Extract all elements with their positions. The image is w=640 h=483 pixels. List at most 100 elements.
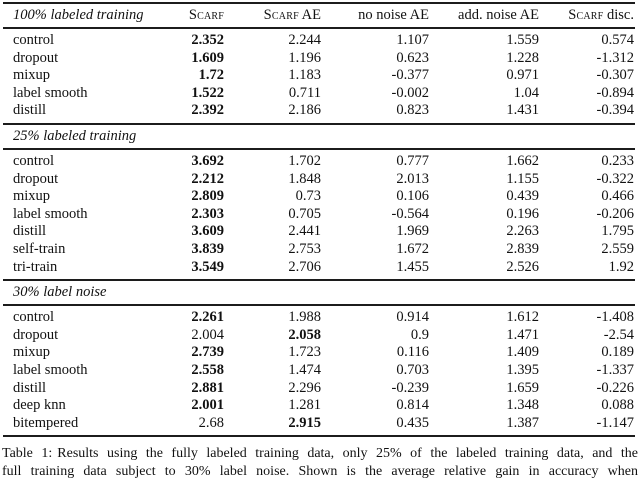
row-label: mixup: [13, 67, 51, 84]
row-label: distill: [13, 223, 47, 240]
section-label: 30% label noise: [3, 279, 635, 307]
table-row: dropout 2.004 2.058 0.9 1.471 -2.54: [3, 327, 635, 345]
row-label: dropout: [13, 326, 59, 343]
value-cell: 3.549: [191, 258, 224, 275]
value-cell: 1.474: [288, 361, 321, 378]
table-row: label smooth 1.522 0.711 -0.002 1.04 -0.894: [3, 85, 635, 103]
value-cell: -0.226: [596, 379, 634, 396]
value-cell: -1.408: [596, 309, 634, 326]
value-cell: 2.441: [288, 223, 321, 240]
table-row: bitempered 2.68 2.915 0.435 1.387 -1.147: [3, 415, 635, 437]
table-row: mixup 2.809 0.73 0.106 0.439 0.466: [3, 188, 635, 206]
row-label: label smooth: [13, 84, 88, 101]
value-cell: 0.088: [601, 397, 634, 414]
row-label: control: [13, 152, 55, 169]
value-cell: 1.659: [506, 379, 539, 396]
value-cell: 2.212: [191, 170, 224, 187]
table-section: control 2.352 2.244 1.107 1.559 0.574 dropout 1…: [3, 28, 635, 124]
value-cell: 2.244: [288, 32, 321, 48]
row-label: dropout: [13, 49, 59, 66]
column-header: Scarf AE: [225, 2, 322, 29]
value-cell: 1.107: [396, 32, 429, 48]
table-row: mixup 1.72 1.183 -0.377 0.971 -0.307: [3, 67, 635, 85]
table-row: distill 3.609 2.441 1.969 2.263 1.795: [3, 223, 635, 241]
value-cell: 0.439: [506, 188, 539, 205]
value-cell: -0.377: [391, 67, 429, 84]
value-cell: -0.002: [391, 84, 429, 101]
caption-line-1: Table 1: Results using the fully labeled …: [2, 445, 638, 463]
value-cell: 2.526: [506, 258, 539, 275]
column-header: Scarf: [163, 2, 225, 29]
value-cell: 2.881: [191, 379, 224, 396]
header-row: 100% labeled training Scarf Scarf AE no no…: [3, 2, 635, 29]
row-label: distill: [13, 102, 47, 119]
row-label: deep knn: [13, 397, 66, 414]
row-label: tri-train: [13, 258, 58, 275]
table-row: label smooth 2.303 0.705 -0.564 0.196 -0.206: [3, 206, 635, 224]
column-header: add. noise AE: [430, 2, 540, 29]
value-cell: 1.723: [288, 344, 321, 361]
smallcaps-text: Scarf: [188, 6, 224, 23]
value-cell: 1.281: [288, 397, 321, 414]
value-cell: 1.609: [191, 49, 224, 66]
plain-text: no noise AE: [358, 6, 429, 23]
value-cell: 0.9: [410, 326, 429, 343]
table-row: self-train 3.839 2.753 1.672 2.839 2.559: [3, 241, 635, 259]
value-cell: -2.54: [603, 326, 634, 343]
row-label: bitempered: [13, 414, 79, 431]
value-cell: 0.196: [506, 205, 539, 222]
row-label: self-train: [13, 240, 66, 257]
smallcaps-text: Scarf: [568, 6, 604, 23]
table-row: distill 2.392 2.186 0.823 1.431 -0.394: [3, 102, 635, 124]
value-cell: 0.435: [396, 414, 429, 431]
table-row: dropout 2.212 1.848 2.013 1.155 -0.322: [3, 171, 635, 189]
value-cell: 1.702: [288, 152, 321, 169]
plain-text: disc.: [603, 6, 634, 23]
table-row: dropout 1.609 1.196 0.623 1.228 -1.312: [3, 50, 635, 68]
table-row: tri-train 3.549 2.706 1.455 2.526 1.92: [3, 259, 635, 281]
value-cell: 0.823: [396, 102, 429, 119]
value-cell: 1.196: [288, 49, 321, 66]
value-cell: 2.186: [288, 102, 321, 119]
section-label: 25% labeled training: [3, 122, 635, 150]
section-label-row: 25% labeled training: [3, 122, 635, 150]
table-section: 30% label noise control 2.261 1.988 0.914 1.6…: [3, 279, 635, 437]
value-cell: -0.564: [391, 205, 429, 222]
value-cell: 2.558: [191, 361, 224, 378]
table-section: 25% labeled training control 3.692 1.702 0.7…: [3, 122, 635, 281]
row-label: mixup: [13, 188, 51, 205]
value-cell: 2.753: [288, 240, 321, 257]
table-row: control 2.352 2.244 1.107 1.559 0.574: [3, 28, 635, 50]
value-cell: 2.004: [191, 326, 224, 343]
table-row: mixup 2.739 1.723 0.116 1.409 0.189: [3, 344, 635, 362]
value-cell: 2.739: [191, 344, 224, 361]
value-cell: -0.394: [596, 102, 634, 119]
section-label-row: 30% label noise: [3, 279, 635, 307]
header-first-column: 100% labeled training: [3, 2, 163, 29]
results-table: 100% labeled training Scarf Scarf AE no no…: [3, 1, 635, 438]
value-cell: 2.263: [506, 223, 539, 240]
caption-line-2: full training data subject to 30% label …: [2, 463, 638, 481]
value-cell: 0.106: [396, 188, 429, 205]
value-cell: 0.189: [601, 344, 634, 361]
table-row: distill 2.881 2.296 -0.239 1.659 -0.226: [3, 380, 635, 398]
value-cell: 1.455: [396, 258, 429, 275]
value-cell: 1.04: [513, 84, 539, 101]
value-cell: 1.348: [506, 397, 539, 414]
value-cell: -1.337: [596, 361, 634, 378]
value-cell: 1.988: [288, 309, 321, 326]
value-cell: 1.672: [396, 240, 429, 257]
value-cell: 0.116: [396, 344, 429, 361]
value-cell: 0.971: [506, 67, 539, 84]
value-cell: 1.409: [506, 344, 539, 361]
value-cell: 1.387: [506, 414, 539, 431]
row-label: distill: [13, 379, 47, 396]
value-cell: 0.705: [288, 205, 321, 222]
value-cell: 2.559: [601, 240, 634, 257]
row-label: control: [13, 309, 55, 326]
plain-text: add. noise AE: [458, 6, 539, 23]
caption-text-2: full training data subject to 30% label …: [2, 464, 638, 480]
value-cell: 1.395: [506, 361, 539, 378]
value-cell: 1.72: [198, 67, 224, 84]
caption-text-1: Results using the fully labeled training…: [57, 446, 638, 462]
